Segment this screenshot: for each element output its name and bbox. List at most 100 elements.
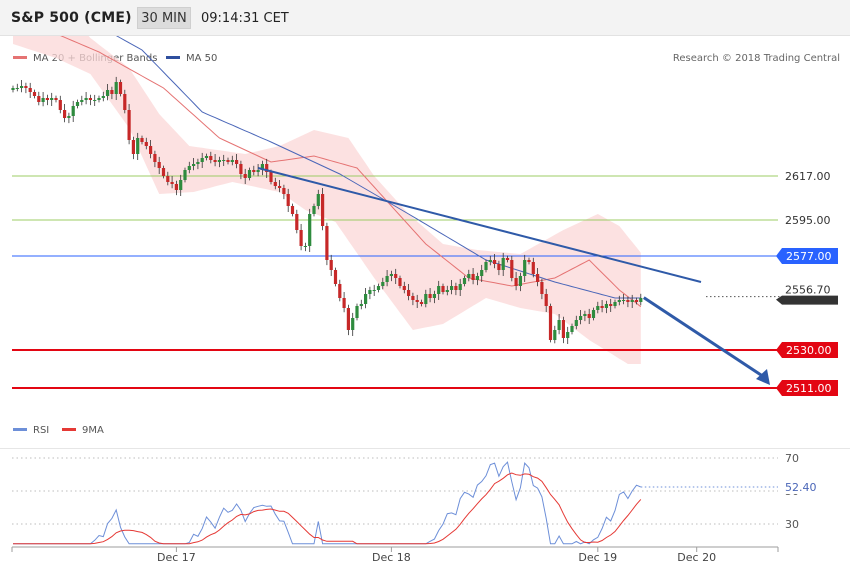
interval-button[interactable]: 30 MIN <box>137 7 191 29</box>
candle <box>514 272 518 291</box>
level-label-text: 2577.00 <box>786 250 832 263</box>
candle <box>342 292 346 313</box>
candle-body <box>273 182 277 186</box>
candle-body <box>591 310 596 318</box>
candle-body <box>15 88 19 89</box>
level-labels: 2617.00 2595.00 2577.00 2530.00 2511.00 2556.… <box>776 169 838 396</box>
candle <box>41 92 45 107</box>
candle-body <box>161 168 166 176</box>
credit-label: Research © 2018 Trading Central <box>673 53 840 64</box>
candle-body <box>514 278 518 286</box>
candle-body <box>157 162 161 168</box>
candle-body <box>170 182 174 184</box>
candle <box>217 156 221 168</box>
candle-body <box>471 274 475 280</box>
candle-body <box>149 146 153 154</box>
candle <box>97 95 101 103</box>
candle <box>411 292 415 306</box>
support-resistance-levels <box>12 175 838 389</box>
candle-body <box>536 274 540 282</box>
candle-body <box>475 276 479 280</box>
candle-body <box>84 98 88 100</box>
candle <box>381 277 385 290</box>
candle <box>583 310 587 322</box>
candle <box>106 84 110 101</box>
candle-body <box>579 316 583 320</box>
legend-swatch-ma50 <box>166 56 180 59</box>
candle <box>351 312 355 336</box>
candle <box>458 278 462 296</box>
candle-body <box>58 100 62 110</box>
candle-body <box>428 294 432 298</box>
candle <box>278 180 282 193</box>
candle <box>157 156 161 174</box>
candle-body <box>131 140 135 154</box>
candle-body <box>385 276 389 282</box>
candle-body <box>454 286 458 290</box>
candle-body <box>553 330 557 340</box>
candle <box>101 91 105 102</box>
candle-body <box>596 306 600 310</box>
ma9-legend-swatch <box>62 428 76 431</box>
candle <box>505 255 510 263</box>
candle <box>359 299 363 310</box>
candle <box>321 188 325 231</box>
candle <box>566 326 570 344</box>
candle-body <box>523 260 527 276</box>
candle-body <box>63 110 67 118</box>
candle <box>67 112 71 124</box>
candle <box>376 283 381 293</box>
candle-body <box>548 306 553 340</box>
last-price-label-bg <box>780 283 838 297</box>
candle-body <box>50 98 54 100</box>
candle-body <box>179 180 183 190</box>
projection-arrow-shaft <box>642 296 765 379</box>
bollinger-bands <box>13 36 641 364</box>
candle <box>591 307 596 321</box>
candle <box>488 255 492 266</box>
rsi-line <box>13 461 641 545</box>
candle <box>639 293 643 306</box>
candle <box>415 294 419 308</box>
candle-body <box>394 274 398 278</box>
candle <box>617 295 621 306</box>
candle <box>596 301 600 314</box>
candle-body <box>110 90 114 94</box>
candle <box>316 189 320 210</box>
candle <box>222 154 226 166</box>
candle-body <box>174 184 178 190</box>
candle <box>407 284 411 301</box>
candle-body <box>398 278 402 286</box>
candle <box>273 177 277 190</box>
candle <box>510 255 514 282</box>
candle-body <box>187 166 191 170</box>
candle-body <box>20 86 24 88</box>
candle-body <box>295 214 299 230</box>
candle-body <box>600 306 604 308</box>
level-label-support: 2530.00 <box>776 342 838 358</box>
candle-body <box>389 274 393 276</box>
candle <box>467 269 471 282</box>
candle-body <box>574 320 578 326</box>
candle <box>587 308 591 324</box>
candle <box>540 278 544 300</box>
rsi-legend-label: RSI <box>33 425 49 436</box>
candle-body <box>462 278 467 284</box>
candle <box>192 158 196 171</box>
candle <box>385 270 389 287</box>
date-label: Dec 20 <box>677 551 716 564</box>
candle-body <box>583 314 587 316</box>
candle <box>161 165 166 179</box>
last-price-marker <box>776 295 838 305</box>
date-label: Dec 17 <box>157 551 196 564</box>
price-chart[interactable]: MA 20 + Bollinger Bands MA 50 Research ©… <box>0 36 850 448</box>
candle <box>312 203 316 217</box>
candle-body <box>437 286 441 294</box>
candle-body <box>303 246 307 247</box>
candle <box>398 275 402 289</box>
candle <box>149 140 153 159</box>
legend-ma50-label: MA 50 <box>186 53 217 64</box>
candle <box>32 89 37 99</box>
